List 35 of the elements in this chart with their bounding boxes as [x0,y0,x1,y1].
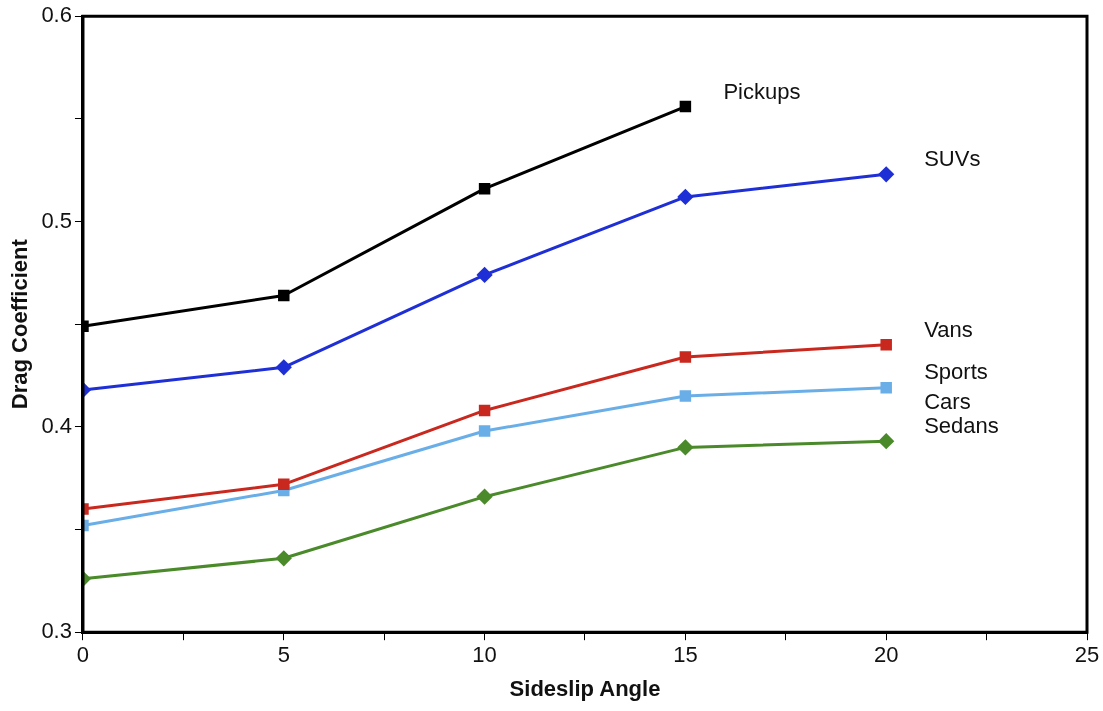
point [679,100,692,113]
point [478,404,491,417]
series-label: Vans [924,316,973,342]
point [677,189,693,205]
series-label: Pickups [723,78,801,104]
y-tick-label: 0.4 [41,412,72,438]
point [477,489,493,505]
point [679,351,692,363]
x-tick-label: 15 [673,642,698,668]
x-tick-label: 25 [1074,642,1100,668]
x-tick-label: 10 [472,642,497,668]
point [478,182,491,195]
series-label: SUVs [924,146,981,172]
x-tick-label: 5 [277,642,290,668]
point [880,382,892,394]
point [276,550,292,566]
point [880,338,892,351]
y-tick-label: 0.6 [41,2,72,28]
series-label: Sedans [924,413,999,439]
point [478,425,491,437]
x-tick-label: 0 [76,642,90,668]
point [278,289,290,302]
point [278,478,290,491]
point [677,439,693,455]
y-axis-title: Drag Coefficient [7,238,33,410]
y-tick-label: 0.3 [41,618,72,644]
point [878,166,894,182]
series-label: Sports Cars [924,358,988,414]
point [276,359,292,375]
point [477,267,493,283]
x-axis-title: Sideslip Angle [509,675,661,701]
point [679,390,692,402]
x-tick-label: 20 [873,642,899,668]
y-tick-label: 0.5 [41,207,72,233]
point [878,433,894,449]
